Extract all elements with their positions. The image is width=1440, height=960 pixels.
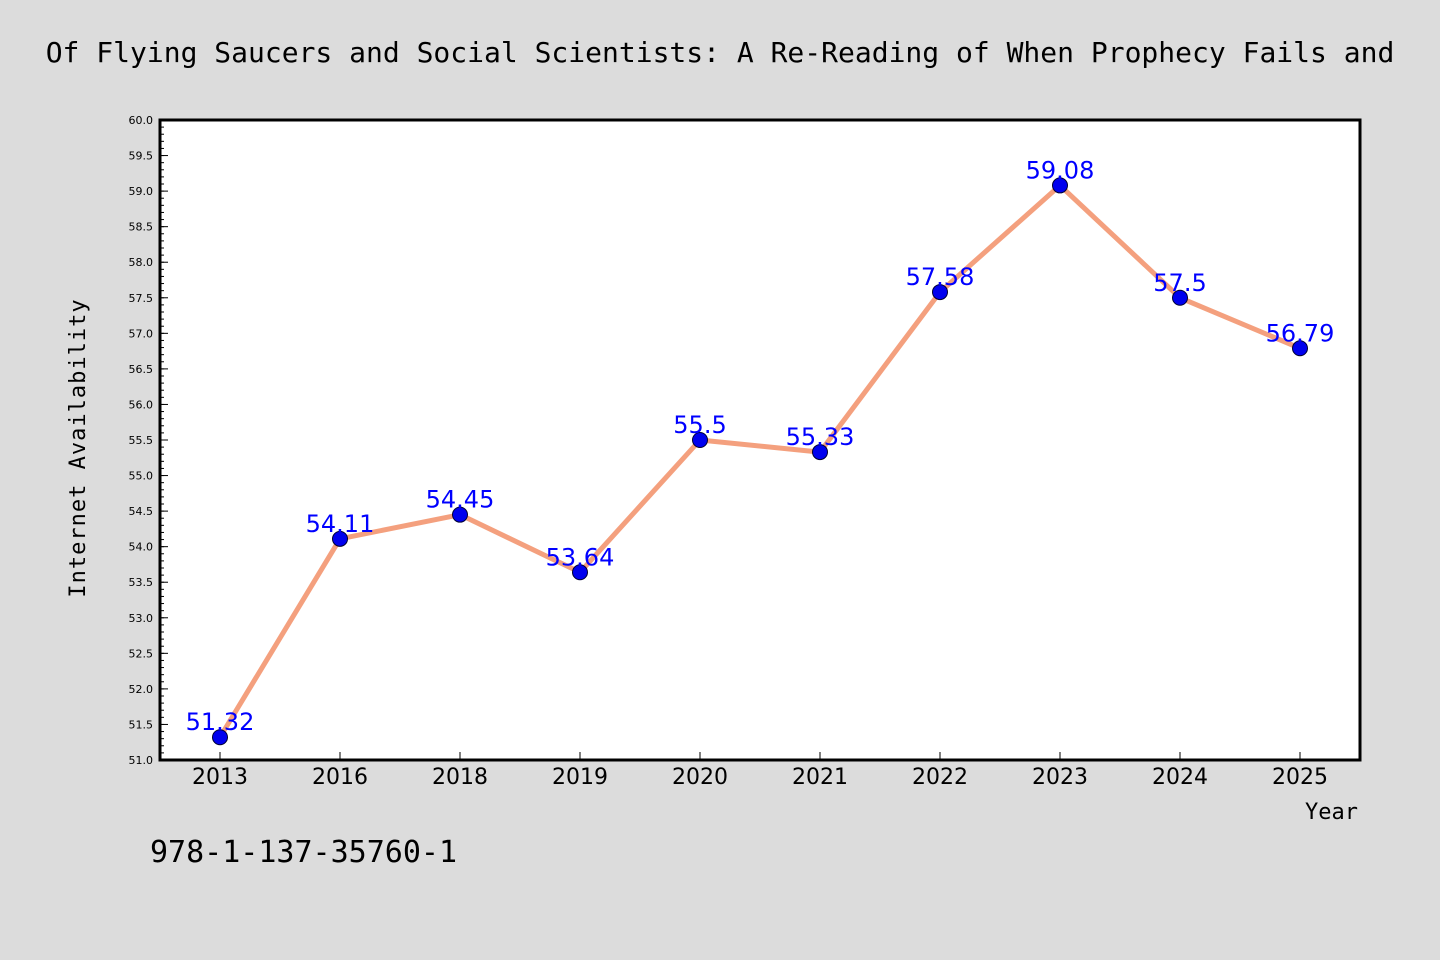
data-point xyxy=(572,564,588,581)
data-point xyxy=(1292,340,1308,357)
y-tick-label: 60.0 xyxy=(129,114,154,127)
y-tick-label: 55.0 xyxy=(129,470,154,483)
y-tick-label: 57.0 xyxy=(129,327,154,340)
x-axis-label: Year xyxy=(1305,800,1358,825)
x-tick-label: 2019 xyxy=(552,765,608,790)
y-tick-label: 52.5 xyxy=(129,647,154,660)
data-label: 51.32 xyxy=(186,708,255,736)
data-label-group: 51.32 54.11 54.45 53.64 55.5 55.33 57.58 59.08 5… xyxy=(186,156,1335,736)
data-point xyxy=(332,530,348,547)
x-tick-label: 2022 xyxy=(912,765,968,790)
y-tick-label: 51.5 xyxy=(129,718,154,731)
data-label: 57.58 xyxy=(906,263,975,291)
data-label: 54.45 xyxy=(426,486,495,514)
x-tick-label: 2013 xyxy=(192,765,248,790)
x-tick-label: 2016 xyxy=(312,765,368,790)
y-tick-label: 58.0 xyxy=(129,256,154,269)
data-label: 55.33 xyxy=(786,423,855,451)
isbn-text: 978-1-137-35760-1 xyxy=(150,835,458,870)
plot-area xyxy=(158,118,1362,762)
data-point xyxy=(1052,177,1068,194)
data-label: 56.79 xyxy=(1266,319,1335,347)
data-point xyxy=(1172,289,1188,306)
y-tick-label: 51.0 xyxy=(129,754,154,767)
data-label: 53.64 xyxy=(546,543,615,571)
y-tick-label: 57.5 xyxy=(129,292,154,305)
data-label: 57.5 xyxy=(1153,269,1206,297)
data-point xyxy=(812,444,828,461)
x-axis: 2013 2016 2018 2019 2020 2021 2022 2023 2024 2025 xyxy=(192,752,1328,790)
y-tick-label: 53.5 xyxy=(129,576,154,589)
x-tick-label: 2020 xyxy=(672,765,728,790)
x-tick-label: 2018 xyxy=(432,765,488,790)
y-tick-label: 56.5 xyxy=(129,363,154,376)
x-tick-label: 2025 xyxy=(1272,765,1328,790)
y-axis-label: Internet Availability xyxy=(66,298,91,597)
data-label: 55.5 xyxy=(673,411,726,439)
marker-group xyxy=(212,177,1308,746)
y-tick-label: 54.0 xyxy=(129,541,154,554)
y-tick-label: 55.5 xyxy=(129,434,154,447)
data-point xyxy=(452,506,468,523)
x-tick-label: 2024 xyxy=(1152,765,1208,790)
data-point xyxy=(212,729,228,746)
series-line-group xyxy=(217,182,1303,740)
y-tick-label: 54.5 xyxy=(129,505,154,518)
y-tick-label: 59.0 xyxy=(129,185,154,198)
x-tick-label: 2021 xyxy=(792,765,848,790)
y-tick-label: 52.0 xyxy=(129,683,154,696)
y-tick-label: 59.5 xyxy=(129,150,154,163)
series-line xyxy=(217,182,1303,740)
y-tick-label: 53.0 xyxy=(129,612,154,625)
data-point xyxy=(932,284,948,301)
chart-title: Of Flying Saucers and Social Scientists:… xyxy=(45,36,1395,69)
data-point xyxy=(692,432,708,448)
y-tick-label: 58.5 xyxy=(129,221,154,234)
y-tick-label: 56.0 xyxy=(129,398,154,411)
data-label: 59.08 xyxy=(1026,156,1095,184)
x-tick-label: 2023 xyxy=(1032,765,1088,790)
data-label: 54.11 xyxy=(306,510,375,538)
y-axis: 51.0 51.5 52.0 52.5 53.0 53.5 54.0 54.5 55.0 55.5… xyxy=(129,114,168,767)
